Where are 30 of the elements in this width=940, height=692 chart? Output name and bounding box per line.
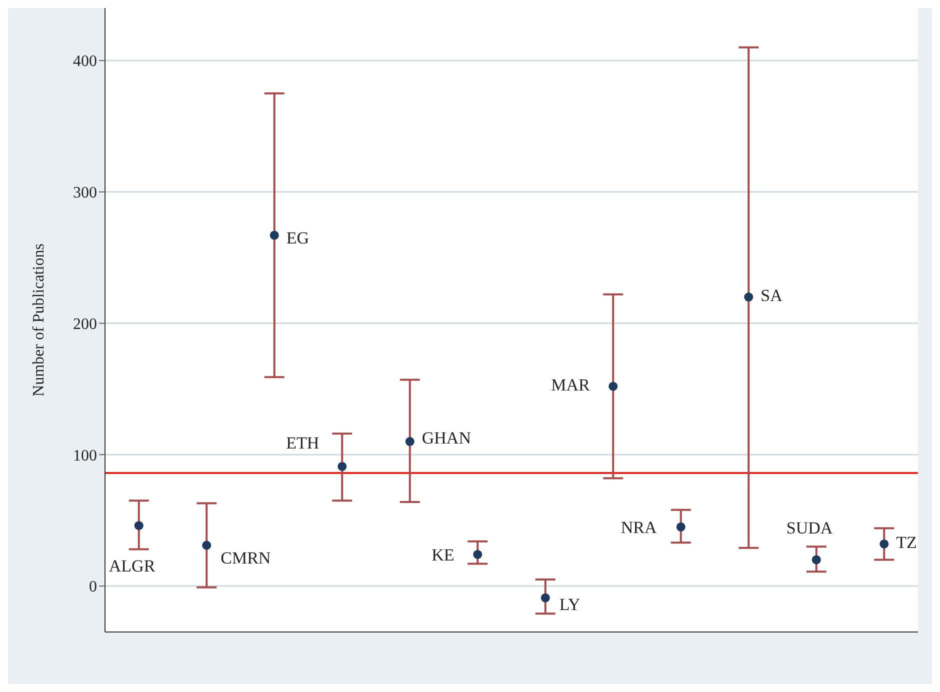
point [880,539,889,548]
annotation: TZ [896,532,917,552]
point [134,521,144,530]
annotation: MAR [551,375,591,394]
point [540,593,550,602]
y-tick-label: 300 [73,184,97,202]
annotation: LY [559,594,580,614]
annotation: SUDA [786,518,834,538]
annotation: KE [432,545,454,564]
point [405,437,414,446]
annotation: SA [760,286,784,306]
point [744,292,754,302]
point [270,230,279,240]
point [202,540,212,550]
point [676,522,686,532]
y-tick-label: 100 [73,447,97,464]
point [812,555,821,564]
annotation: NRA [620,518,658,537]
annotation: CMRN [220,548,271,568]
point [608,382,618,391]
point [338,462,347,471]
annotation: ETH [286,433,320,452]
annotation: EG [286,228,310,248]
y-tick-label: 0 [89,578,97,596]
annotation: ALGR [108,556,156,576]
y-axis-title: Number of Publications [30,244,48,396]
annotation: GHAN [422,428,471,448]
point [473,550,482,559]
y-tick-label: 200 [73,316,97,333]
y-tick-label: 400 [73,53,97,70]
